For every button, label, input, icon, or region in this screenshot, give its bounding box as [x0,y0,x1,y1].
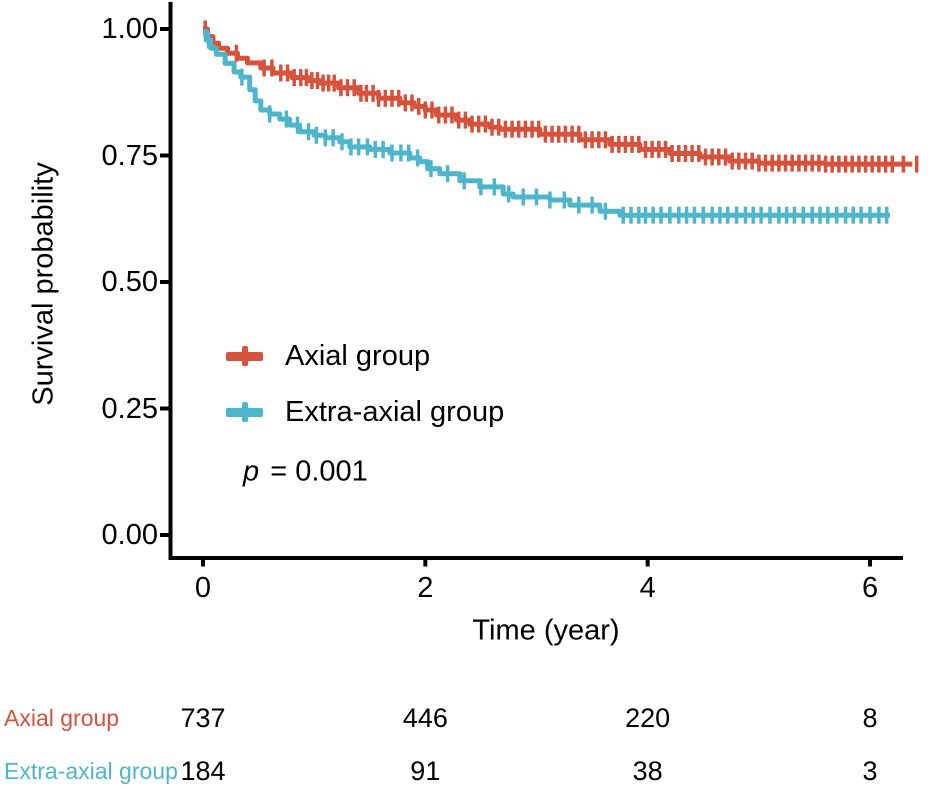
legend-item-axial: Axial group [226,335,504,377]
legend-key-extra-axial-icon [226,401,263,423]
x-tick-label: 6 [861,572,879,604]
legend: Axial group Extra-axial group [226,335,504,433]
survival-plot-canvas [160,2,919,567]
survival-curve-extra-axial [203,29,890,218]
risk-count: 91 [410,756,441,786]
survival-curve-axial [203,26,913,167]
y-tick-label: 0.75 [101,139,158,172]
x-tick-label: 2 [417,572,434,604]
p-value-annotation: p = 0.001 [243,455,368,488]
legend-label-extra-axial: Extra-axial group [285,395,505,428]
y-tick-label: 0.50 [101,266,158,298]
p-value-symbol: p [243,455,260,488]
censor-ticks-extra-axial [206,31,889,224]
y-tick-label: 0.25 [101,392,158,425]
x-axis-title: Time (year) [472,614,620,647]
x-tick-label: 0 [194,572,212,604]
y-tick-label: 1.00 [101,13,158,45]
risk-count: 737 [180,703,226,733]
risk-row-label-extra-axial: Extra-axial group [4,758,178,784]
risk-row-label-axial: Axial group [4,705,120,731]
risk-count: 184 [180,756,226,786]
x-tick-label: 4 [639,572,656,604]
risk-count: 3 [862,756,878,786]
risk-count: 446 [402,703,448,733]
risk-count: 8 [862,703,878,733]
y-tick-label: 0.00 [101,519,158,551]
legend-item-extra-axial: Extra-axial group [226,391,504,433]
p-value-text: = 0.001 [262,455,368,488]
legend-label-axial: Axial group [285,339,431,372]
risk-count: 38 [632,756,663,786]
censor-ticks-axial [203,20,919,173]
risk-count: 220 [625,703,671,733]
legend-key-axial-icon [226,345,263,367]
